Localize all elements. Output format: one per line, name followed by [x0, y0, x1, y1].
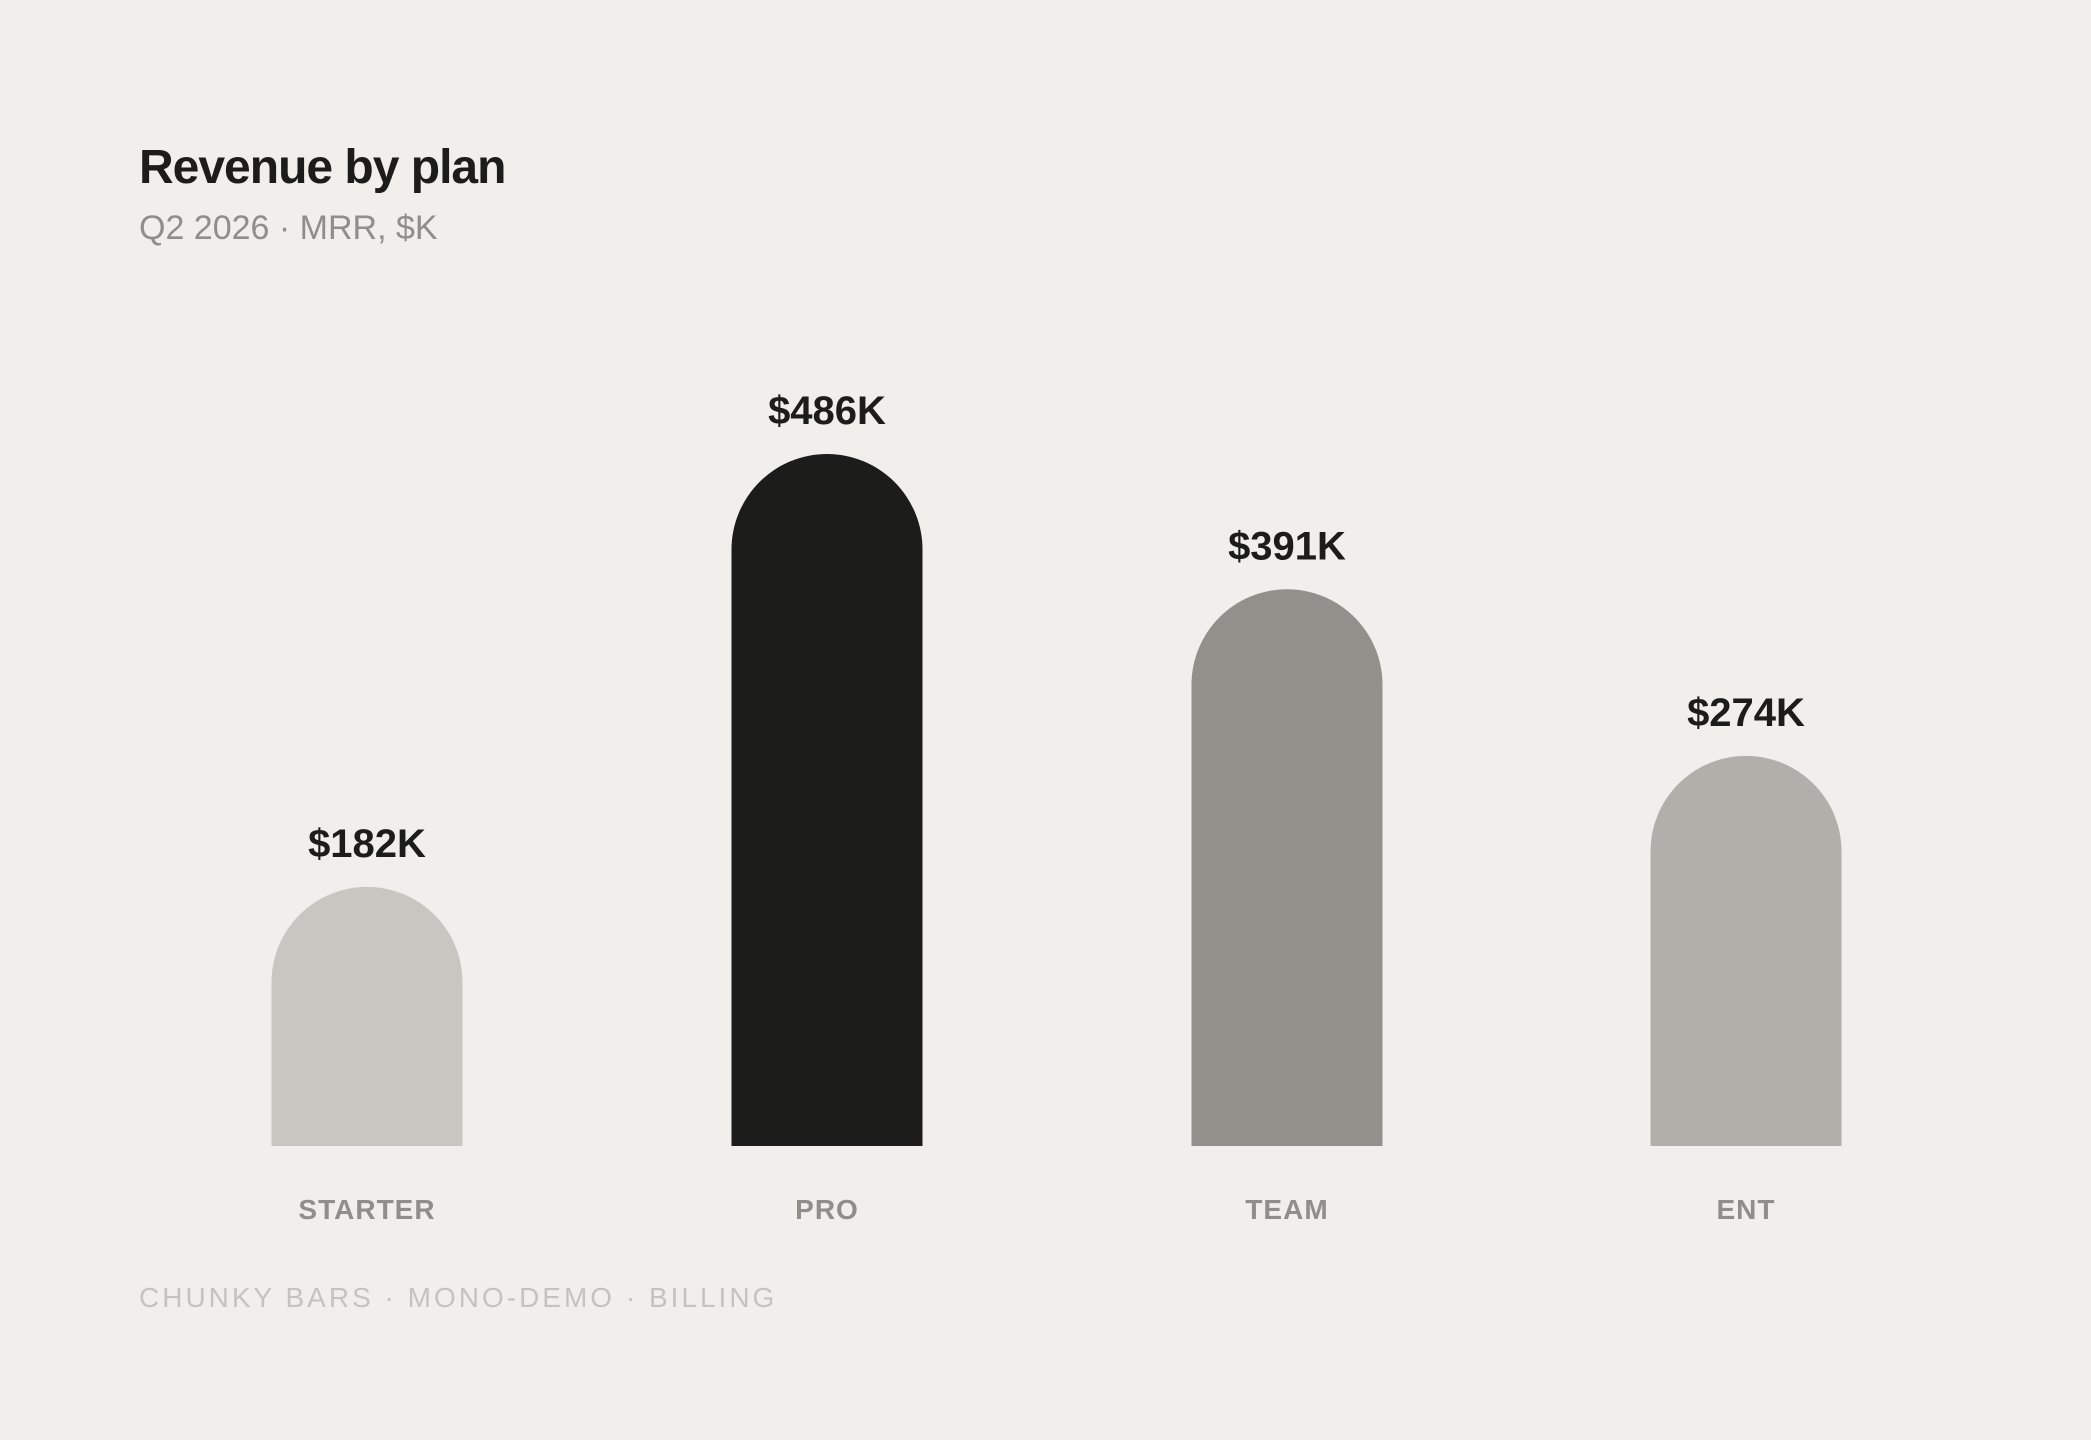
- chart-title: Revenue by plan: [139, 141, 506, 194]
- value-label-starter: $182K: [308, 822, 426, 866]
- chart-subtitle: Q2 2026 · MRR, $K: [139, 209, 438, 247]
- chart-footer: CHUNKY BARS · MONO-DEMO · BILLING: [139, 1282, 778, 1313]
- value-label-pro: $486K: [768, 389, 886, 433]
- bar-pro: [731, 454, 923, 1146]
- value-label-team: $391K: [1228, 524, 1346, 568]
- category-label-starter: STARTER: [298, 1194, 435, 1225]
- category-label-team: TEAM: [1245, 1194, 1328, 1225]
- bar-team: [1191, 589, 1383, 1146]
- category-label-ent: ENT: [1717, 1194, 1776, 1225]
- value-label-ent: $274K: [1687, 691, 1805, 735]
- category-label-pro: PRO: [795, 1194, 859, 1225]
- bar-ent: [1650, 755, 1842, 1146]
- bar-starter: [271, 886, 463, 1146]
